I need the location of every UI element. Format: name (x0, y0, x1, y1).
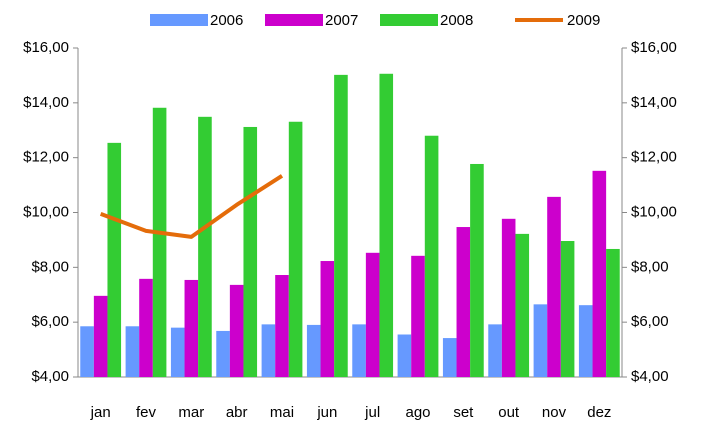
y2-tick-label: $4,00 (631, 368, 669, 385)
bar (334, 74, 348, 377)
x-tick-label: dez (587, 404, 611, 421)
bar (379, 73, 394, 377)
bar (442, 338, 457, 377)
bar (397, 334, 412, 377)
bar (93, 295, 108, 377)
y-tick-label: $8,00 (31, 258, 69, 275)
x-tick-label: jan (90, 404, 111, 421)
bar (488, 324, 502, 377)
bar (606, 248, 620, 377)
bar (216, 330, 230, 377)
x-tick-label: abr (226, 404, 248, 421)
y2-tick-label: $8,00 (631, 258, 669, 275)
bar (365, 252, 380, 377)
bar (261, 324, 276, 377)
bar (184, 279, 199, 377)
x-tick-label: jun (316, 404, 337, 421)
bar (456, 227, 471, 377)
y2-tick-label: $6,00 (631, 313, 669, 330)
bar (560, 241, 575, 377)
bar (578, 305, 593, 377)
bar (125, 326, 140, 377)
x-tick-label: fev (136, 404, 157, 421)
x-tick-label: ago (405, 404, 430, 421)
y2-tick-label: $12,00 (631, 149, 677, 166)
bar (533, 304, 548, 377)
bar (501, 218, 516, 377)
y-tick-label: $10,00 (23, 203, 69, 220)
x-tick-label: out (498, 404, 520, 421)
bar (288, 121, 303, 378)
legend-label: 2007 (325, 12, 358, 29)
bar (107, 142, 122, 377)
bar (170, 327, 185, 377)
legend-label: 2008 (440, 12, 473, 29)
x-tick-label: mar (178, 404, 204, 421)
x-tick-label: mai (270, 404, 294, 421)
legend-label: 2006 (210, 12, 243, 29)
bar (229, 284, 244, 377)
bar (275, 275, 289, 377)
bar (139, 278, 153, 377)
bar (515, 233, 530, 377)
y2-tick-label: $14,00 (631, 94, 677, 111)
y2-tick-label: $10,00 (631, 203, 677, 220)
line (99, 174, 284, 239)
legend-swatch (380, 14, 438, 26)
y-tick-label: $12,00 (23, 149, 69, 166)
x-tick-label: jul (364, 404, 380, 421)
legend-swatch (150, 14, 208, 26)
bar (352, 324, 366, 377)
bar (152, 107, 167, 377)
bar (198, 116, 212, 378)
bar (80, 326, 94, 377)
legend-label: 2009 (567, 12, 600, 29)
x-tick-label: set (453, 404, 474, 421)
y-tick-label: $6,00 (31, 313, 69, 330)
bar (547, 196, 561, 377)
bar (424, 135, 439, 377)
bar (306, 324, 321, 377)
y-tick-label: $16,00 (23, 39, 69, 56)
y-tick-label: $4,00 (31, 368, 69, 385)
x-tick-label: nov (542, 404, 567, 421)
y-tick-label: $14,00 (23, 94, 69, 111)
bar (243, 126, 258, 378)
legend-swatch (265, 14, 323, 26)
bar (320, 261, 335, 377)
bar (470, 163, 484, 377)
y2-tick-label: $16,00 (631, 39, 677, 56)
bar (411, 255, 425, 377)
bar (592, 170, 607, 377)
